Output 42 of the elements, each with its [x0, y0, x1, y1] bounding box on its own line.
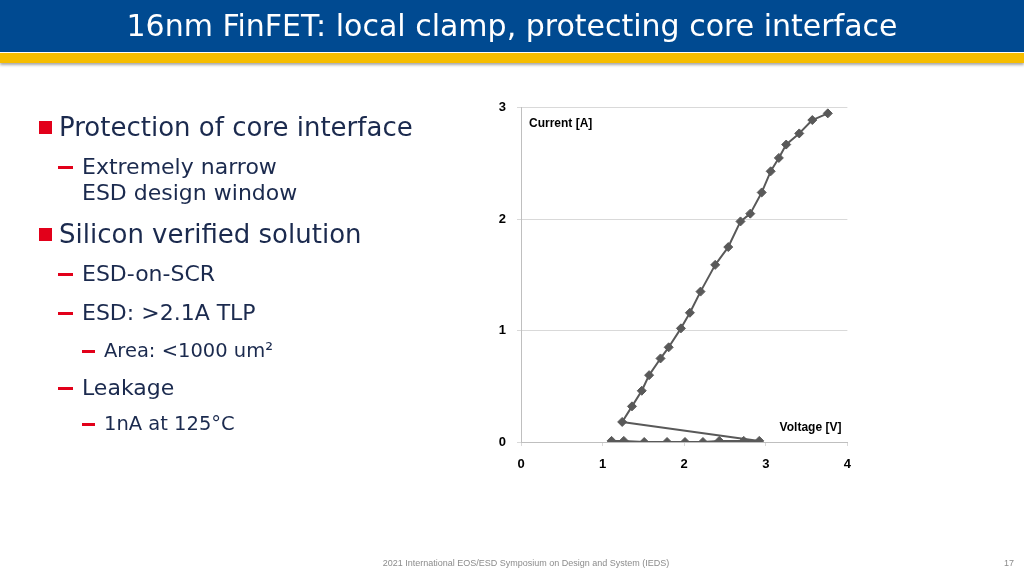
- text: 2021 International EOS/ESD Symposium on Design and System (IEDS): [381, 557, 671, 569]
- x-axis-title: Voltage [V]: [779, 420, 842, 435]
- text: Leakage: [82, 375, 175, 400]
- point: [822, 108, 833, 119]
- point: [695, 286, 706, 297]
- y-tick-label: 1: [498, 322, 506, 338]
- point: [745, 208, 756, 219]
- text: ESD-on-SCR: [82, 261, 216, 286]
- x-tick-label: 3: [762, 456, 770, 472]
- point: [807, 115, 818, 126]
- chart-title: 16nm FinFET: local clamp, protecting core interface: [125, 8, 899, 44]
- y-tick-label: 2: [498, 210, 506, 226]
- point: [773, 152, 784, 163]
- text: Extremely narrow ESD design window: [82, 154, 298, 205]
- point: [765, 166, 776, 177]
- text: Silicon verified solution: [59, 219, 362, 249]
- point: [781, 139, 792, 150]
- text: 1nA at 125°C: [104, 412, 235, 435]
- point: [794, 128, 805, 139]
- point: [617, 416, 628, 427]
- y-tick-label: 3: [498, 99, 506, 115]
- point: [723, 242, 734, 253]
- point: [675, 323, 686, 334]
- x-tick-label: 2: [680, 456, 688, 472]
- point: [756, 187, 767, 198]
- point: [710, 259, 721, 270]
- point: [735, 216, 746, 227]
- x-tick-label: 4: [843, 456, 852, 472]
- y-axis-title: Current [A]: [529, 116, 593, 131]
- point: [684, 307, 695, 318]
- x-tick-label: 1: [598, 456, 607, 472]
- point: [636, 385, 647, 396]
- text: Protection of core interface: [59, 112, 413, 142]
- point: [644, 370, 655, 381]
- point: [655, 353, 666, 364]
- x-tick-label: 0: [517, 456, 525, 472]
- text: 17: [1003, 557, 1014, 569]
- point: [626, 401, 637, 412]
- text: Area: <1000 um²: [104, 339, 273, 362]
- point: [663, 342, 674, 353]
- y-tick-label: 0: [498, 433, 506, 449]
- text: ESD: >2.1A TLP: [82, 300, 256, 325]
